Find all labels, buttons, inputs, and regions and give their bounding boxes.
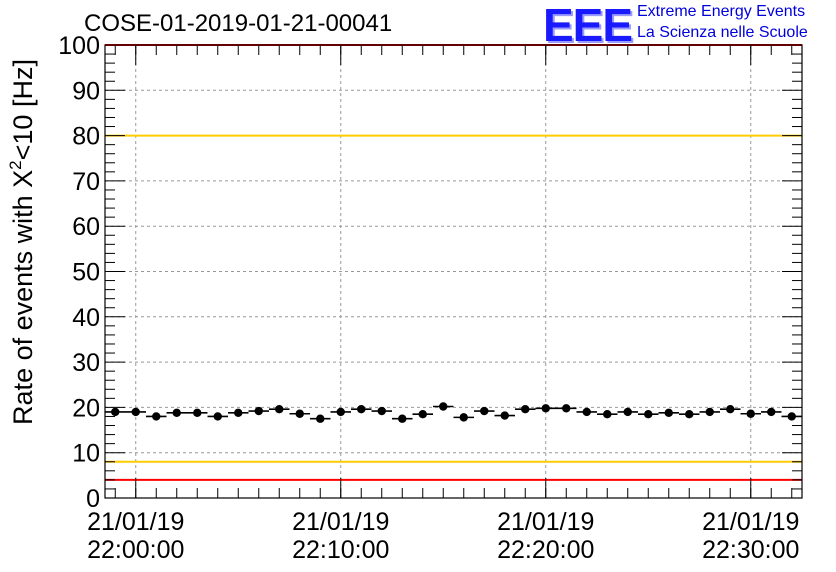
- data-point: [418, 409, 427, 419]
- data-point: [152, 412, 161, 421]
- y-tick-label: 90: [72, 77, 100, 105]
- data-point: [582, 407, 591, 417]
- x-tick-date: 21/01/19: [87, 508, 184, 536]
- data-point: [664, 408, 673, 418]
- data-point: [131, 407, 140, 417]
- data-point: [213, 412, 222, 421]
- logo-line-1: Extreme Energy Events: [637, 3, 806, 20]
- y-tick-label: 10: [72, 440, 100, 468]
- data-point: [541, 404, 550, 413]
- data-point: [172, 408, 181, 418]
- y-axis-label-tail: <10 [Hz]: [8, 59, 38, 160]
- y-tick-label: 100: [58, 32, 100, 60]
- data-point: [111, 407, 120, 417]
- run-title: COSE-01-2019-01-21-00041: [84, 10, 393, 37]
- data-point: [398, 414, 407, 423]
- y-tick-label: 50: [72, 259, 100, 287]
- x-tick-date: 21/01/19: [497, 508, 594, 536]
- data-point: [480, 406, 489, 416]
- data-point: [275, 405, 284, 414]
- y-tick-label: 0: [86, 485, 100, 513]
- data-point: [316, 414, 325, 423]
- data-point: [726, 405, 735, 414]
- x-tick-time: 22:20:00: [497, 536, 594, 564]
- eee-logo: EEE: [543, 0, 633, 51]
- data-point: [685, 409, 694, 419]
- tick-labels: 010203040506070809010021/01/1922:00:0021…: [58, 32, 799, 564]
- data-point: [377, 406, 386, 416]
- plot-frame: [104, 44, 803, 499]
- y-axis-label-main: Rate of events with Χ: [8, 170, 38, 425]
- y-axis-label-sup: 2: [6, 160, 25, 169]
- data-point: [787, 412, 796, 421]
- data-point: [336, 407, 345, 417]
- data-point: [562, 404, 571, 413]
- x-tick-time: 22:00:00: [87, 536, 184, 564]
- y-tick-label: 60: [72, 213, 100, 241]
- data-point: [234, 408, 243, 418]
- data-point: [295, 409, 304, 418]
- data-point: [459, 413, 468, 422]
- data-point: [644, 409, 653, 419]
- x-tick-date: 21/01/19: [702, 508, 799, 536]
- axes: [104, 44, 803, 499]
- x-tick-date: 21/01/19: [292, 508, 389, 536]
- y-tick-label: 20: [72, 394, 100, 422]
- data-point: [746, 409, 755, 418]
- data-point: [767, 407, 776, 417]
- data-point: [357, 405, 366, 414]
- y-tick-label: 70: [72, 168, 100, 196]
- data-point: [603, 409, 612, 419]
- data-point: [500, 411, 509, 420]
- x-tick-time: 22:30:00: [702, 536, 799, 564]
- data-point: [521, 405, 530, 414]
- grid-layer: [105, 45, 802, 498]
- data-point: [193, 408, 202, 418]
- y-tick-label: 40: [72, 304, 100, 332]
- x-tick-time: 22:10:00: [292, 536, 389, 564]
- data-point: [623, 407, 632, 417]
- y-axis-label: Rate of events with Χ2<10 [Hz]: [6, 59, 38, 425]
- data-points: [105, 402, 802, 423]
- y-tick-label: 30: [72, 349, 100, 377]
- y-tick-label: 80: [72, 123, 100, 151]
- logo-line-2: La Scienza nelle Scuole: [637, 24, 808, 41]
- data-point: [705, 407, 714, 417]
- data-point: [254, 406, 263, 416]
- data-point: [439, 402, 448, 411]
